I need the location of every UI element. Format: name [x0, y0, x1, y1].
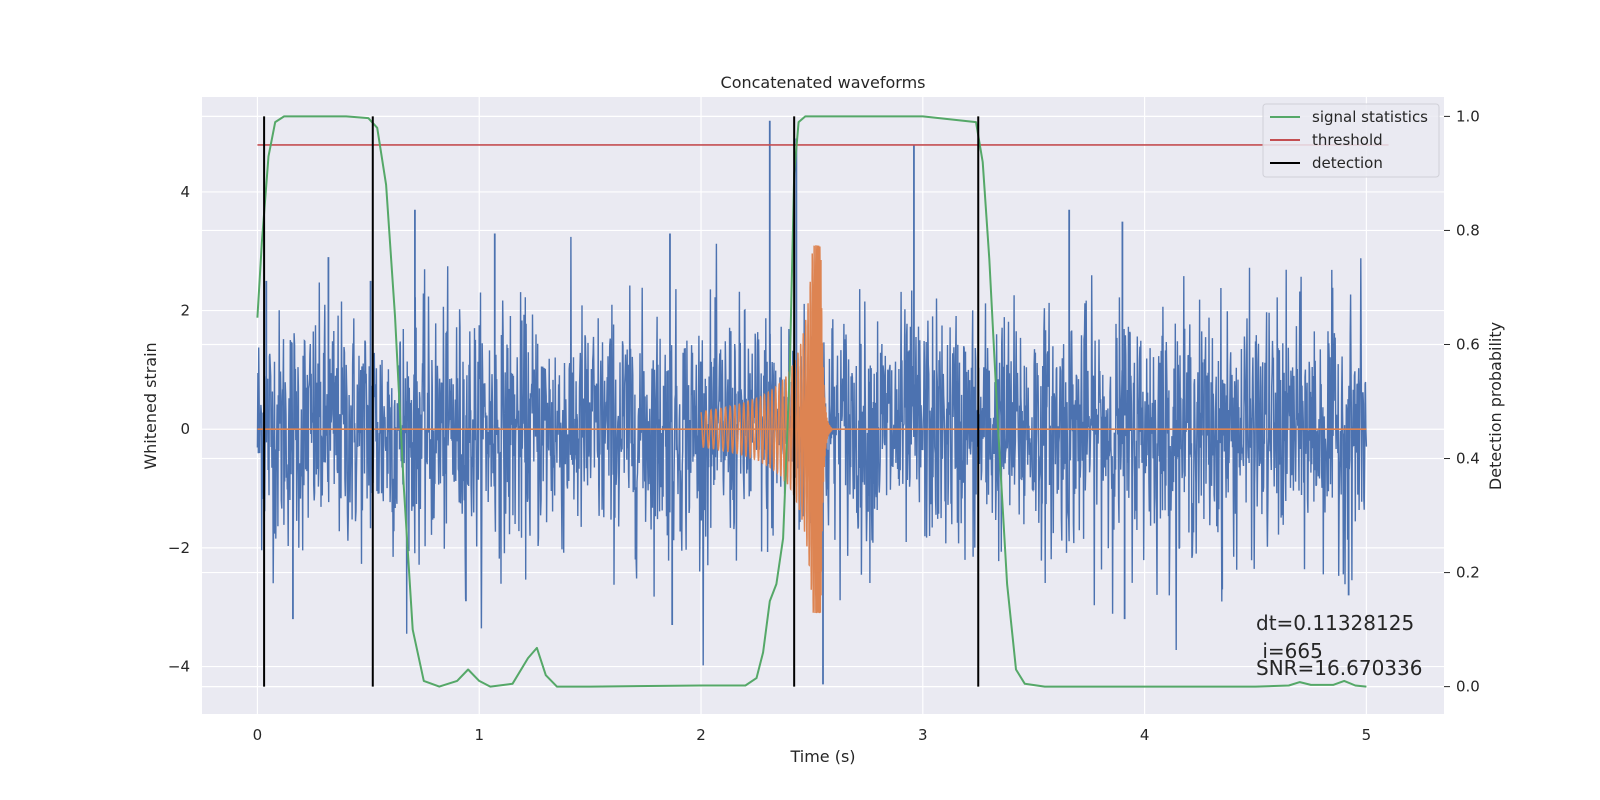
x-tick-label: 5	[1362, 726, 1372, 744]
strain-series	[256, 120, 1368, 685]
legend-label-detection: detection	[1312, 154, 1383, 172]
y-left-tick-label: −2	[168, 539, 190, 557]
y-left-tick-label: −4	[168, 658, 190, 676]
y-right-tick-label: 0.8	[1456, 221, 1480, 239]
x-tick-label: 1	[474, 726, 484, 744]
x-tick-label: 0	[253, 726, 263, 744]
y-left-tick-label: 4	[180, 183, 190, 201]
x-tick-label: 4	[1140, 726, 1150, 744]
x-tick-label: 2	[696, 726, 706, 744]
ticks: 0 1 2 3 4 5 4 2 0 −2 −4 1.0 0.8 0.6 0.4 0.2 0.0	[168, 107, 1480, 744]
detection-lines	[263, 116, 980, 687]
y-right-tick-label: 0.4	[1456, 450, 1480, 468]
signal-statistics-line	[256, 115, 1367, 688]
legend-label-signal: signal statistics	[1312, 108, 1428, 126]
y-axis-label-right: Detection probability	[1486, 322, 1505, 490]
y-right-tick-label: 0.2	[1456, 564, 1480, 582]
y-left-tick-label: 2	[180, 302, 190, 320]
y-right-tick-label: 0.0	[1456, 678, 1480, 696]
legend-box	[1262, 103, 1440, 178]
y-right-tick-label: 0.6	[1456, 335, 1480, 353]
waveform-series	[257, 245, 1367, 614]
legend-label-threshold: threshold	[1312, 131, 1383, 149]
annotation-snr: SNR=16.670336	[1256, 656, 1422, 680]
y-axis-label-left-text: Whitened strain	[141, 342, 160, 469]
annotation-dt: dt=0.11328125	[1256, 611, 1414, 635]
signal-statistics-series	[256, 115, 1367, 688]
waveform-line	[700, 245, 833, 614]
legend: signal statistics threshold detection	[1262, 103, 1440, 178]
y-left-tick-label: 0	[180, 420, 190, 438]
annotation-i: i=665	[1256, 639, 1323, 663]
x-axis-label: Time (s)	[789, 747, 855, 766]
x-tick-label: 3	[918, 726, 928, 744]
annotation: dt=0.11328125 i=665 SNR=16.670336	[1256, 611, 1422, 680]
chart-title: Concatenated waveforms	[721, 73, 926, 92]
y-right-tick-label: 1.0	[1456, 107, 1480, 125]
